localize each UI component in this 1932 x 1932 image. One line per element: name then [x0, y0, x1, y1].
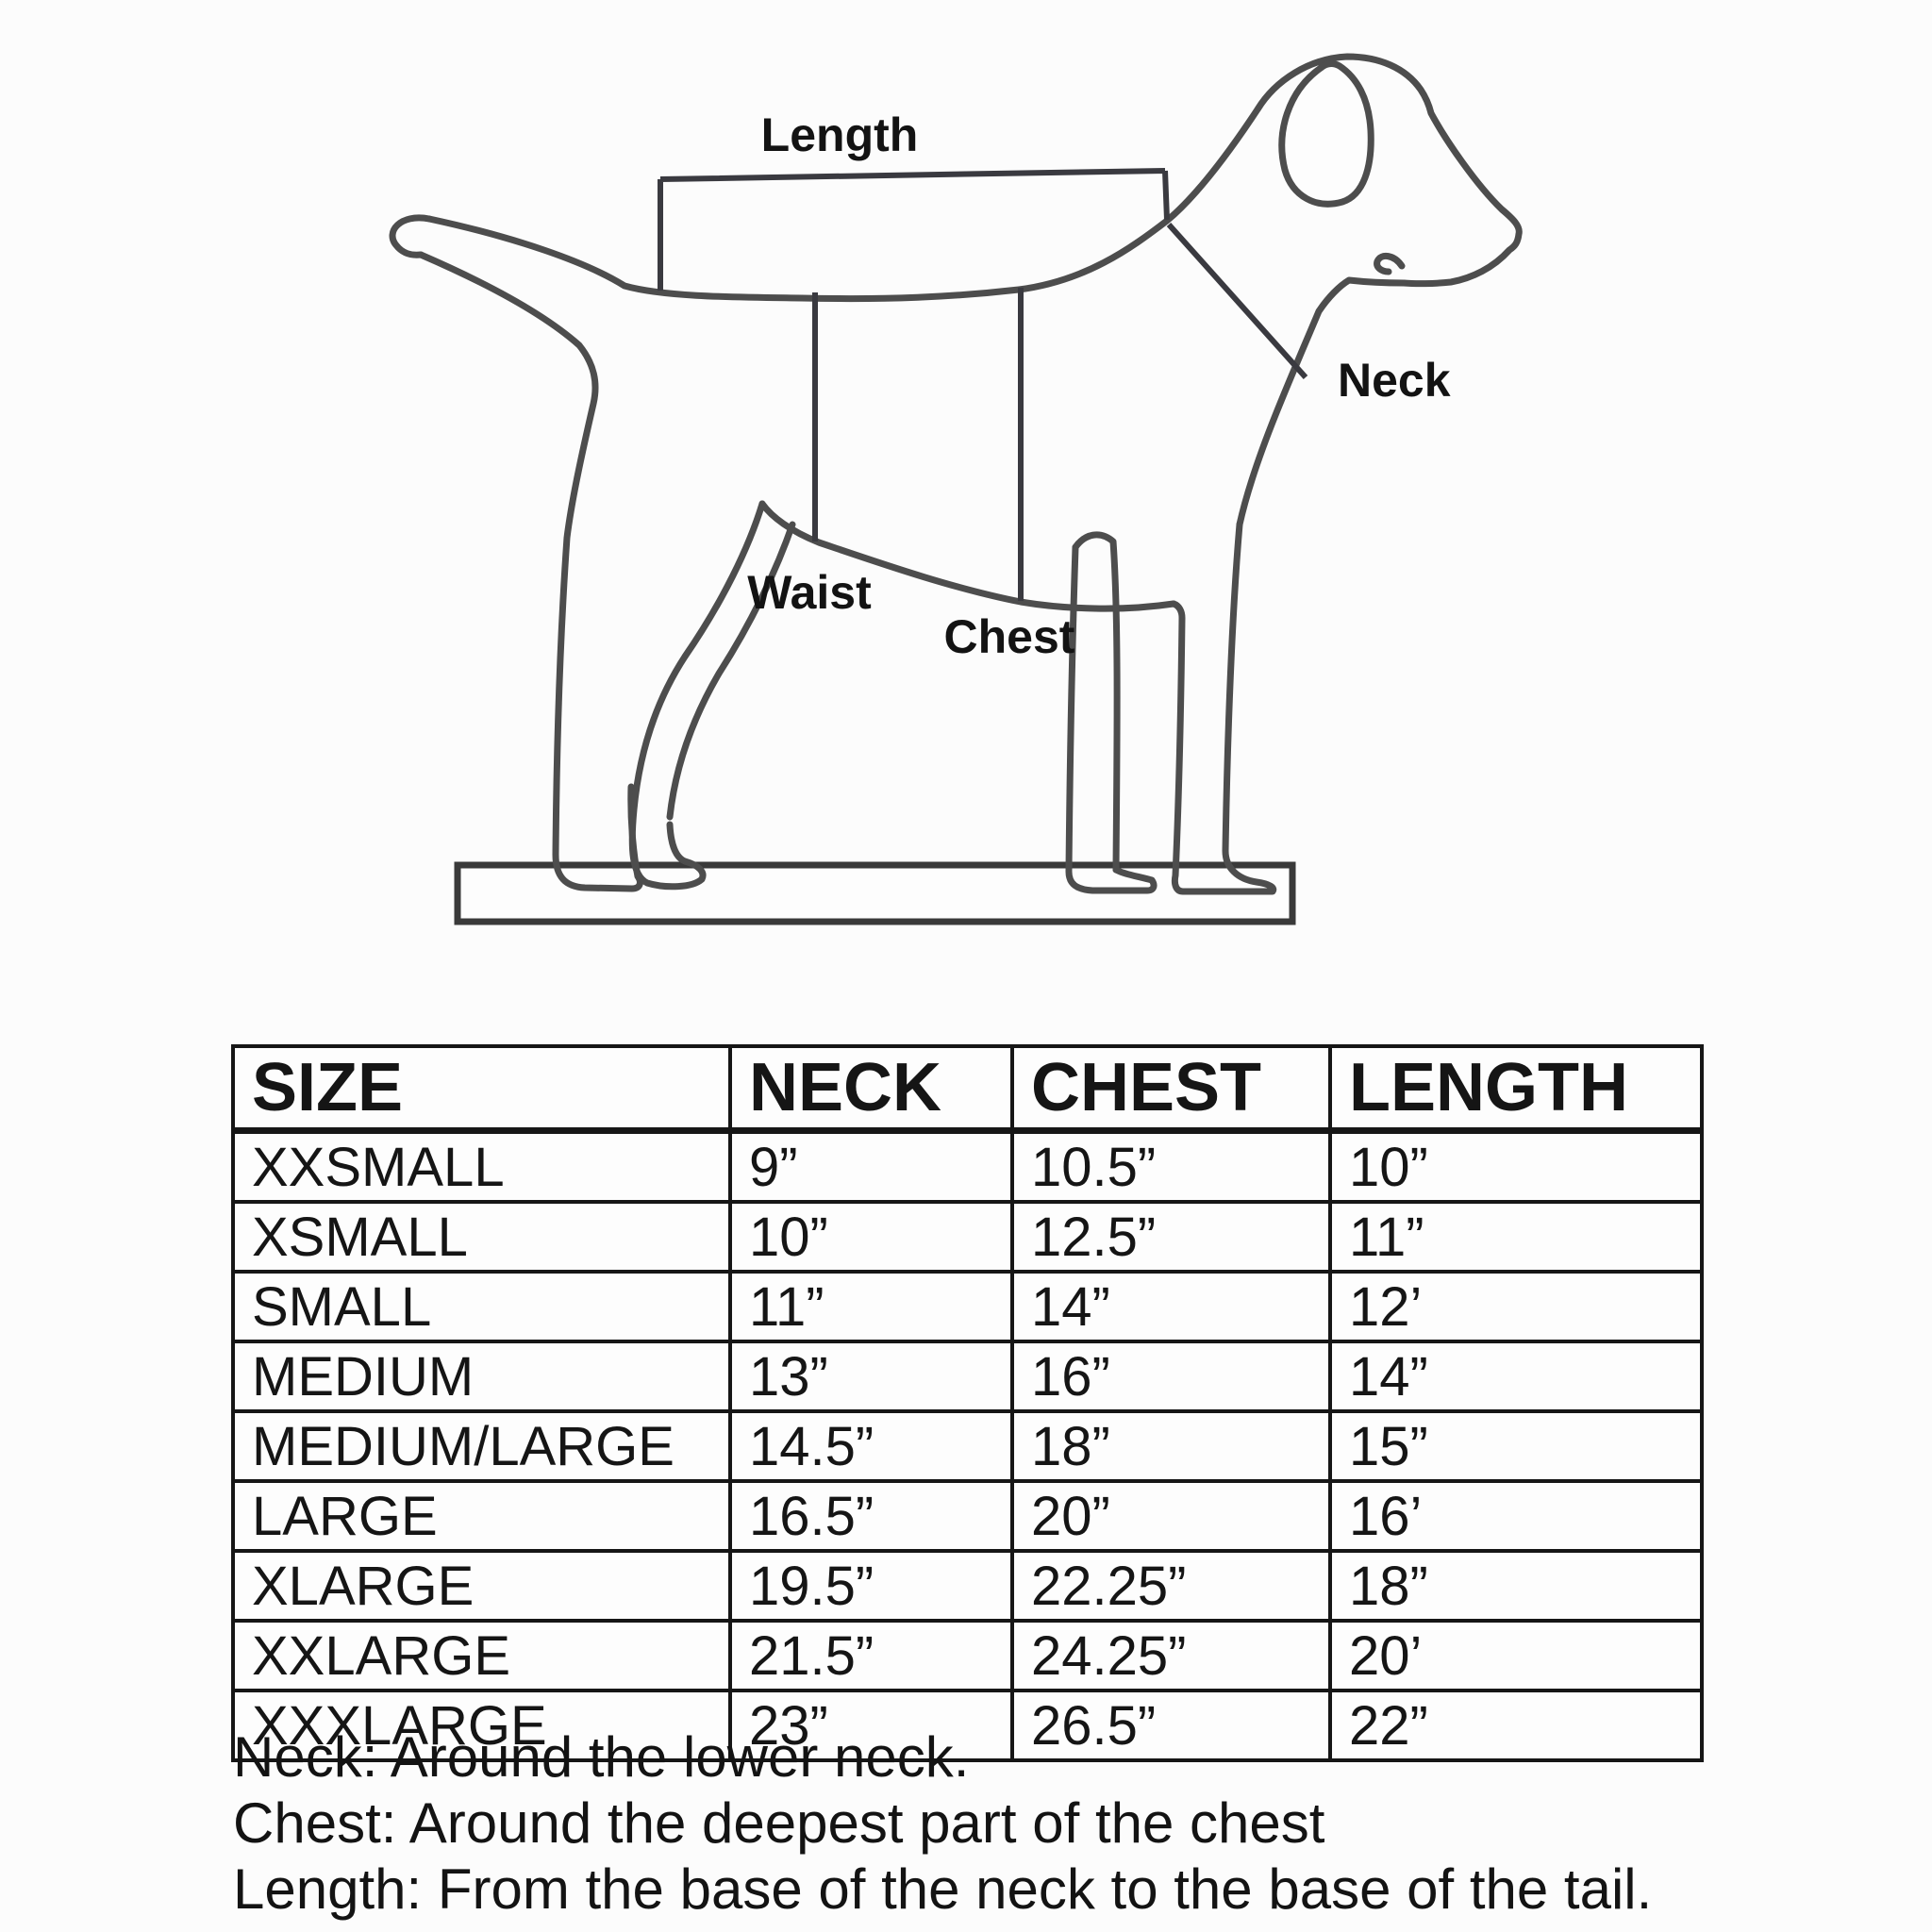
neck-cell: 14.5”: [728, 1409, 1014, 1483]
neck-cell: 19.5”: [728, 1549, 1014, 1623]
length-cell: 15”: [1328, 1409, 1704, 1483]
dog-front-leg-far: [1065, 543, 1158, 894]
length-cell: 11”: [1328, 1200, 1704, 1274]
waist-label: Waist: [747, 566, 872, 619]
length-cell: 22”: [1328, 1689, 1704, 1762]
header-chest: CHEST: [1010, 1044, 1332, 1134]
size-cell: MEDIUM: [231, 1340, 732, 1413]
length-cell: 10”: [1328, 1128, 1704, 1204]
length-label: Length: [761, 108, 919, 161]
note-chest: Chest: Around the deepest part of the ch…: [233, 1791, 1325, 1855]
length-cell: 14”: [1328, 1340, 1704, 1413]
neck-cell: 23”: [728, 1689, 1014, 1762]
table-row: SMALL 11” 14” 12’: [231, 1270, 1704, 1343]
neck-cell: 16.5”: [728, 1479, 1014, 1553]
header-length: LENGTH: [1328, 1044, 1704, 1134]
chest-cell: 16”: [1010, 1340, 1332, 1413]
length-cell: 20’: [1328, 1619, 1704, 1692]
table-header-row: SIZE NECK CHEST LENGTH: [231, 1044, 1704, 1134]
size-cell: MEDIUM/LARGE: [231, 1409, 732, 1483]
dog-front-leg-far-hook: [1072, 531, 1121, 874]
table-row: XLARGE 19.5” 22.25” 18”: [231, 1549, 1704, 1623]
length-cell: 12’: [1328, 1270, 1704, 1343]
dog-front-leg-near: [1170, 521, 1277, 895]
size-cell: XSMALL: [231, 1200, 732, 1274]
dog-tail-tip: [389, 214, 433, 258]
neck-measure-line: [1166, 222, 1308, 380]
dog-measurement-diagram: Length Neck Waist Chest: [389, 53, 1523, 925]
dog-hind-leg-near: [628, 500, 766, 891]
size-cell: XLARGE: [231, 1549, 732, 1623]
table-row: XXSMALL 9” 10.5” 10”: [231, 1128, 1704, 1204]
dog-outline: [389, 53, 1523, 895]
length-measure-line: [658, 168, 1170, 291]
table-row: MEDIUM/LARGE 14.5” 18” 15”: [231, 1409, 1704, 1483]
chest-cell: 14”: [1010, 1270, 1332, 1343]
size-cell: XXLARGE: [231, 1619, 732, 1692]
chest-cell: 26.5”: [1010, 1689, 1332, 1762]
neck-cell: 11”: [728, 1270, 1014, 1343]
size-cell: LARGE: [231, 1479, 732, 1553]
table-row: XXXLARGE 23” 26.5” 22”: [231, 1689, 1704, 1762]
note-length: Length: From the base of the neck to the…: [233, 1857, 1653, 1921]
measurement-notes: Neck: Around the lower neck. Chest: Arou…: [233, 1724, 1652, 1923]
dog-hind-leg-near-rear-edge: [666, 521, 796, 821]
neck-cell: 10”: [728, 1200, 1014, 1274]
header-size: SIZE: [231, 1044, 732, 1134]
note-neck: Neck: Around the lower neck.: [233, 1725, 970, 1789]
platform: [454, 861, 1296, 925]
chest-cell: 24.25”: [1010, 1619, 1332, 1692]
table-row: XSMALL 10” 12.5” 11”: [231, 1200, 1704, 1274]
size-cell: SMALL: [231, 1270, 732, 1343]
dog-mouth: [1374, 252, 1406, 275]
table-row: LARGE 16.5” 20” 16’: [231, 1479, 1704, 1553]
size-table-header: SIZE NECK CHEST LENGTH: [231, 1044, 1704, 1134]
size-table: SIZE NECK CHEST LENGTH XXSMALL 9” 10.5” …: [231, 1044, 1704, 1762]
neck-label: Neck: [1338, 354, 1451, 407]
chest-cell: 10.5”: [1010, 1128, 1332, 1204]
dog-belly: [758, 500, 1177, 612]
neck-cell: 13”: [728, 1340, 1014, 1413]
dog-hind-leg-far: [417, 251, 643, 892]
neck-cell: 9”: [728, 1128, 1014, 1204]
chest-cell: 20”: [1010, 1479, 1332, 1553]
chest-label: Chest: [944, 610, 1075, 663]
measurement-lines: [658, 168, 1308, 601]
dog-jaw-throat: [1236, 276, 1407, 528]
chest-cell: 18”: [1010, 1409, 1332, 1483]
length-cell: 16’: [1328, 1479, 1704, 1553]
table-row: MEDIUM 13” 16” 14”: [231, 1340, 1704, 1413]
length-cell: 18”: [1328, 1549, 1704, 1623]
size-cell: XXSMALL: [231, 1128, 732, 1204]
size-cell: XXXLARGE: [231, 1689, 732, 1762]
chest-cell: 12.5”: [1010, 1200, 1332, 1274]
chest-cell: 22.25”: [1010, 1549, 1332, 1623]
dog-back-head: [425, 53, 1523, 303]
table-row: XXLARGE 21.5” 24.25” 20’: [231, 1619, 1704, 1692]
dog-ear: [1278, 60, 1374, 208]
header-neck: NECK: [728, 1044, 1014, 1134]
neck-cell: 21.5”: [728, 1619, 1014, 1692]
